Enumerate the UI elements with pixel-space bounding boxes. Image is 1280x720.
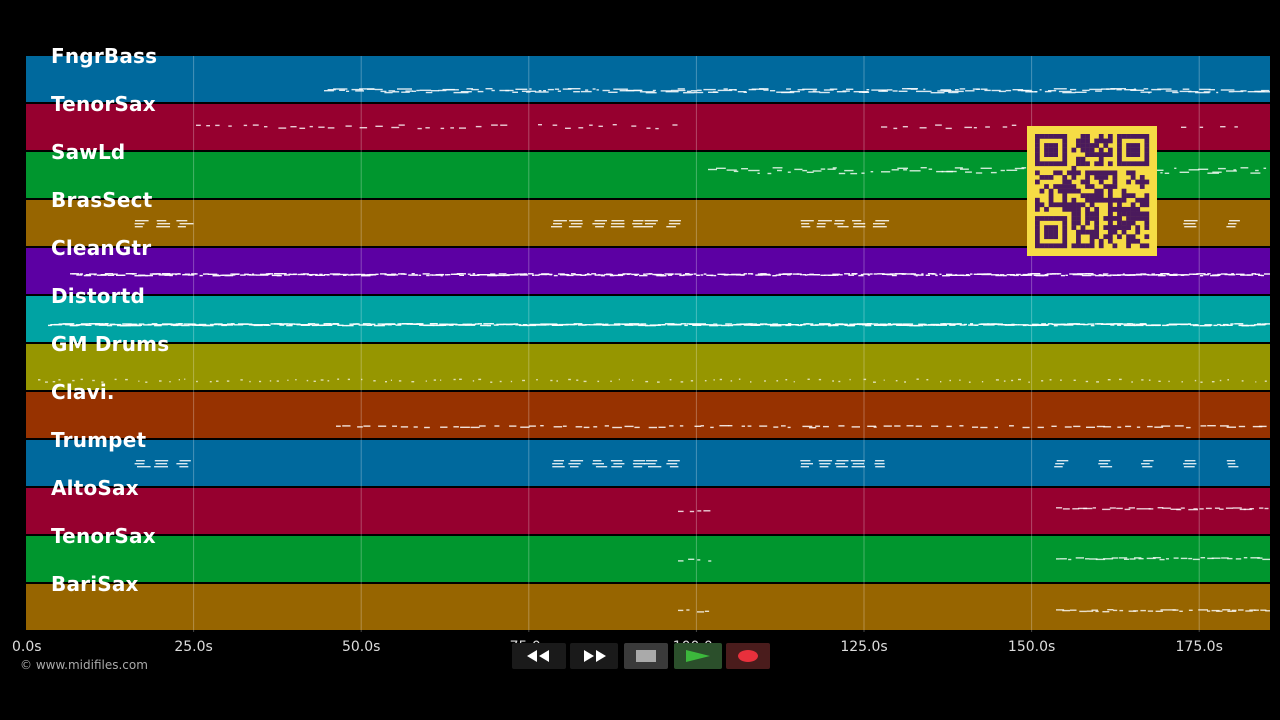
track-name: Trumpet bbox=[51, 428, 147, 452]
time-tick-label: 175.0s bbox=[1175, 639, 1223, 655]
track-name: TenorSax bbox=[51, 524, 156, 548]
track-name: BrasSect bbox=[51, 188, 153, 212]
track-lane bbox=[26, 56, 1270, 102]
stop-icon bbox=[636, 650, 656, 662]
track-name: FngrBass bbox=[51, 44, 158, 68]
play-icon bbox=[686, 650, 710, 662]
record-button[interactable] bbox=[726, 643, 770, 669]
track-name: GM Drums bbox=[51, 332, 170, 356]
fast-forward-button[interactable] bbox=[570, 643, 618, 669]
track-lane bbox=[26, 344, 1270, 390]
track-lane bbox=[26, 440, 1270, 486]
time-tick-label: 50.0s bbox=[341, 639, 381, 655]
track-lane bbox=[26, 488, 1270, 534]
play-button[interactable] bbox=[674, 643, 722, 669]
track-name: SawLd bbox=[51, 140, 126, 164]
stop-button[interactable] bbox=[624, 643, 668, 669]
time-tick-label: 125.0s bbox=[840, 639, 888, 655]
time-tick-label: 150.0s bbox=[1007, 639, 1056, 655]
time-tick-label: 25.0s bbox=[174, 639, 213, 655]
track-name: CleanGtr bbox=[51, 236, 152, 260]
track-name: AltoSax bbox=[51, 476, 139, 500]
transport-controls bbox=[510, 643, 770, 669]
track-name: Distortd bbox=[51, 284, 146, 308]
track-lane bbox=[26, 296, 1270, 342]
record-icon bbox=[738, 650, 758, 662]
rewind-button[interactable] bbox=[512, 643, 566, 669]
fast-forward-icon bbox=[584, 650, 606, 662]
track-name: BariSax bbox=[51, 572, 139, 596]
qr-code-icon[interactable] bbox=[1027, 126, 1157, 256]
track-lane bbox=[26, 536, 1270, 582]
track-name: Clavi. bbox=[51, 380, 115, 404]
rewind-icon bbox=[527, 650, 549, 662]
track-name: TenorSax bbox=[51, 92, 156, 116]
copyright-text: © www.midifiles.com bbox=[20, 658, 148, 672]
track-lane bbox=[26, 584, 1270, 630]
track-lane bbox=[26, 392, 1270, 438]
time-tick-label: 0.0s bbox=[12, 639, 42, 655]
